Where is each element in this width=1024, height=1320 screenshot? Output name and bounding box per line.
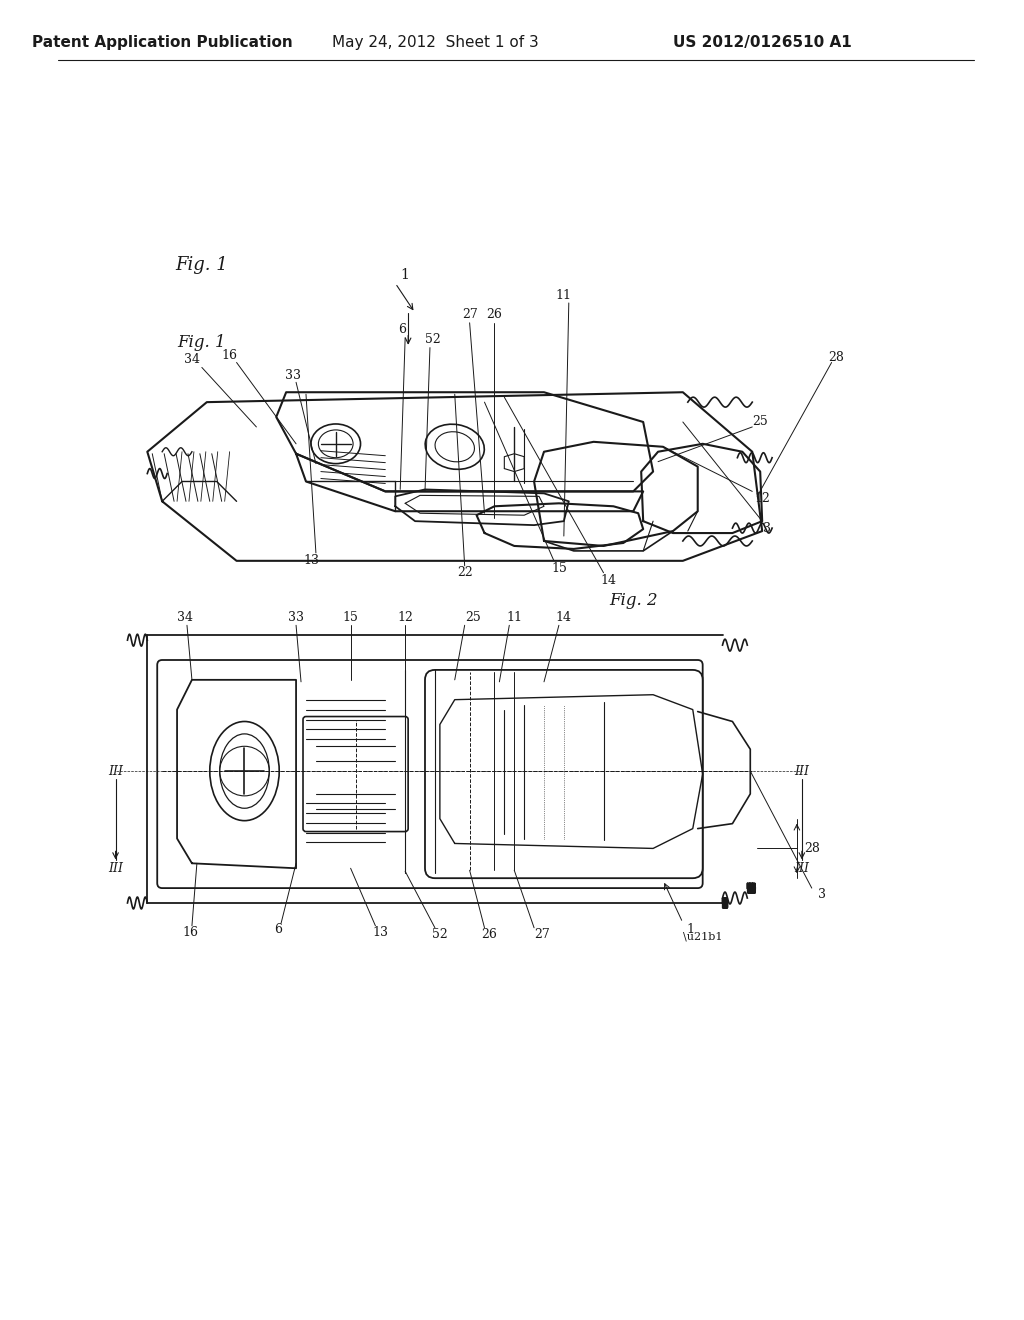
Text: US 2012/0126510 A1: US 2012/0126510 A1 xyxy=(673,34,852,50)
Text: 25: 25 xyxy=(465,611,480,624)
Text: 15: 15 xyxy=(551,562,567,576)
Text: 11: 11 xyxy=(556,289,571,301)
Text: III: III xyxy=(109,862,123,875)
Text: 33: 33 xyxy=(288,611,304,624)
Ellipse shape xyxy=(210,722,280,821)
FancyBboxPatch shape xyxy=(158,660,702,888)
Text: 28: 28 xyxy=(828,351,845,364)
Text: 22: 22 xyxy=(457,566,472,579)
Text: 16: 16 xyxy=(182,927,198,940)
Text: 3: 3 xyxy=(818,887,825,900)
Text: 26: 26 xyxy=(486,309,503,321)
Text: 1: 1 xyxy=(400,268,410,282)
Text: 52: 52 xyxy=(432,928,447,941)
Text: \u21b1: \u21b1 xyxy=(683,932,722,941)
Text: May 24, 2012  Sheet 1 of 3: May 24, 2012 Sheet 1 of 3 xyxy=(332,34,539,50)
Text: 13: 13 xyxy=(373,927,388,940)
Text: 12: 12 xyxy=(397,611,413,624)
Text: Fig. 1: Fig. 1 xyxy=(177,334,226,351)
Text: III: III xyxy=(795,862,809,875)
Ellipse shape xyxy=(425,424,484,470)
Text: III: III xyxy=(795,764,809,777)
Text: 14: 14 xyxy=(556,611,571,624)
Text: 34: 34 xyxy=(177,611,193,624)
Text: 13: 13 xyxy=(303,554,318,568)
FancyBboxPatch shape xyxy=(425,671,702,878)
Text: 16: 16 xyxy=(221,348,238,362)
Text: 15: 15 xyxy=(343,611,358,624)
Text: III: III xyxy=(109,764,123,777)
Text: 27: 27 xyxy=(462,309,477,321)
Text: 34: 34 xyxy=(184,352,200,366)
Text: 6: 6 xyxy=(274,923,283,936)
Text: 11: 11 xyxy=(506,611,522,624)
Text: 52: 52 xyxy=(425,333,440,346)
Ellipse shape xyxy=(311,424,360,463)
Text: 12: 12 xyxy=(755,492,770,504)
Text: Fig. 2: Fig. 2 xyxy=(609,591,657,609)
Text: 1: 1 xyxy=(687,923,694,936)
Text: 25: 25 xyxy=(753,416,768,429)
Text: Fig. 1: Fig. 1 xyxy=(175,256,228,275)
Text: 26: 26 xyxy=(481,928,498,941)
Text: 6: 6 xyxy=(398,323,407,337)
FancyBboxPatch shape xyxy=(303,717,409,832)
Text: 27: 27 xyxy=(535,928,550,941)
Text: 3: 3 xyxy=(763,521,771,535)
Text: 14: 14 xyxy=(600,574,616,587)
Text: Patent Application Publication: Patent Application Publication xyxy=(32,34,293,50)
Text: 28: 28 xyxy=(804,842,819,855)
Text: 33: 33 xyxy=(285,368,301,381)
